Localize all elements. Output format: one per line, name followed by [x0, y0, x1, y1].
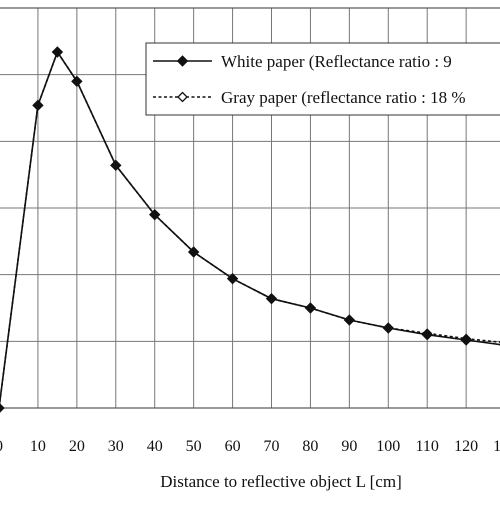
x-tick-label: 130	[493, 438, 500, 455]
data-point-white-paper	[149, 208, 161, 221]
data-point-white-paper	[51, 46, 64, 58]
data-point-white-paper	[421, 328, 433, 341]
x-tick-label: 70	[264, 438, 280, 455]
series-line-white-paper	[0, 50, 500, 407]
x-tick-label: 50	[186, 438, 202, 455]
data-point-white-paper	[382, 322, 394, 334]
data-point-white-paper	[226, 272, 239, 285]
x-tick-label: 30	[108, 438, 124, 455]
x-tick-label: 0	[0, 438, 3, 455]
x-tick-label: 90	[341, 438, 357, 455]
series-layer	[0, 46, 500, 413]
legend-marker-gray-icon	[177, 91, 188, 103]
data-point-white-paper	[187, 246, 200, 258]
x-tick-label: 60	[225, 438, 241, 455]
data-point-white-paper	[343, 314, 356, 326]
data-point-white-paper	[304, 302, 317, 314]
data-point-white-paper	[460, 334, 472, 346]
x-tick-label: 40	[147, 438, 163, 455]
legend-box	[145, 42, 500, 116]
x-tick-label: 120	[454, 438, 478, 455]
data-point-white-paper	[32, 99, 44, 112]
data-point-white-paper	[265, 292, 278, 305]
legend-label-white: White paper (Reflectance ratio : 9	[221, 52, 452, 71]
data-point-white-paper	[71, 75, 83, 88]
data-point-white-paper	[0, 403, 5, 413]
plot-frame	[0, 7, 500, 409]
legend: White paper (Reflectance ratio : 9 Gray …	[145, 42, 500, 116]
x-tick-label: 20	[69, 438, 85, 455]
x-axis-label: Distance to reflective object L [cm]	[160, 472, 402, 491]
x-tick-label: 80	[302, 438, 318, 455]
x-tick-label: 110	[416, 438, 439, 455]
legend-label-gray: Gray paper (reflectance ratio : 18 %	[221, 88, 465, 107]
x-tick-label: 10	[30, 438, 46, 455]
data-point-white-paper	[110, 159, 122, 172]
legend-marker-white-icon	[176, 55, 189, 67]
x-tick-labels: 0 10 20 30 40 50 60 70 80 90 100 110 120 130	[0, 438, 500, 455]
x-tick-label: 100	[376, 438, 400, 455]
